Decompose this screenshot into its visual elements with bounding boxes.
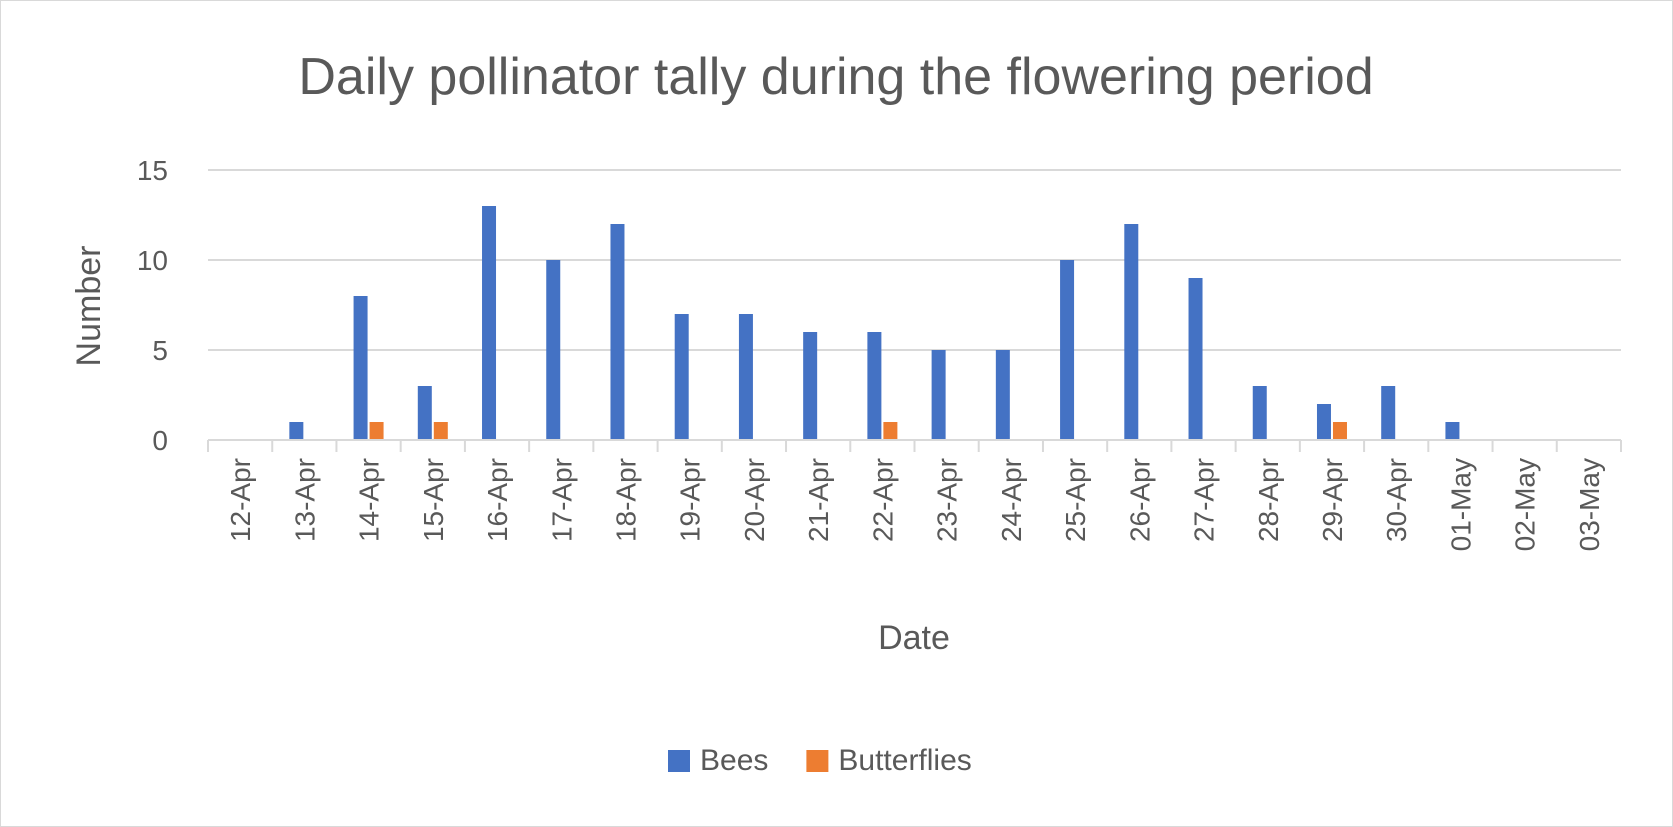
bar-bees (1316, 404, 1331, 440)
bar-bees (1124, 224, 1139, 440)
y-tick-label: 0 (152, 425, 168, 456)
x-tick-label: 21-Apr (803, 458, 834, 542)
x-tick-label: 14-Apr (354, 458, 385, 542)
bar-butterflies (433, 422, 448, 440)
y-tick-label: 10 (137, 245, 168, 276)
x-axis-ticks: 12-Apr 13-Apr 14-Apr 15-Apr 16-Apr 17-Apr 18-A… (225, 458, 1605, 551)
legend-swatch-butterflies (806, 750, 829, 772)
bar-bees (417, 386, 432, 440)
x-axis-title: Date (878, 619, 950, 657)
x-tick-label: 22-Apr (867, 458, 898, 542)
x-tick-label: 28-Apr (1253, 458, 1284, 542)
x-tick-label: 02-May (1510, 458, 1541, 551)
y-axis-title: Number (70, 246, 108, 367)
x-tick-label: 18-Apr (610, 458, 641, 542)
bar-butterflies (369, 422, 384, 440)
legend-label-bees: Bees (700, 744, 768, 777)
x-tick-label: 15-Apr (418, 458, 449, 542)
x-tick-label: 27-Apr (1189, 458, 1220, 542)
x-tick-label: 12-Apr (225, 458, 256, 542)
x-tick-label: 01-May (1445, 458, 1476, 551)
x-tick-label: 13-Apr (289, 458, 320, 542)
bar-bees (1252, 386, 1267, 440)
bar-bees (482, 206, 497, 440)
x-tick-label: 17-Apr (546, 458, 577, 542)
bar-bees (1188, 278, 1203, 440)
y-tick-label: 5 (152, 335, 168, 366)
x-tick-label: 26-Apr (1124, 458, 1155, 542)
bar-bees (674, 314, 689, 440)
bar-bees (289, 422, 304, 440)
bar-bees (995, 350, 1010, 440)
y-tick-label: 15 (137, 155, 168, 186)
bar-bees (610, 224, 625, 440)
x-tick-label: 23-Apr (932, 458, 963, 542)
legend-label-butterflies: Butterflies (838, 744, 971, 777)
gridlines (208, 169, 1621, 351)
bar-bees (1381, 386, 1396, 440)
x-tick-label: 29-Apr (1317, 458, 1348, 542)
bar-butterflies (883, 422, 898, 440)
x-tick-label: 03-May (1574, 458, 1605, 551)
x-tick-label: 16-Apr (482, 458, 513, 542)
bar-butterflies (1332, 422, 1347, 440)
x-tick-label: 19-Apr (675, 458, 706, 542)
x-tick-label: 25-Apr (1060, 458, 1091, 542)
y-axis-ticks: 0 5 10 15 (137, 155, 168, 456)
bar-bees (867, 332, 882, 440)
x-tick-label: 30-Apr (1381, 458, 1412, 542)
bar-bees (1445, 422, 1460, 440)
legend-swatch-bees (668, 750, 690, 772)
bar-bees (738, 314, 753, 440)
bar-bees (803, 332, 818, 440)
x-tick-label: 24-Apr (996, 458, 1027, 542)
bar-bees (353, 296, 368, 440)
bar-bees (546, 260, 561, 440)
legend: Bees Butterflies (668, 744, 972, 777)
bar-bees (931, 350, 946, 440)
bar-bees (1060, 260, 1075, 440)
chart-title: Daily pollinator tally during the flower… (298, 48, 1373, 106)
x-tick-label: 20-Apr (739, 458, 770, 542)
bars (289, 206, 1460, 440)
x-axis (207, 439, 1622, 452)
